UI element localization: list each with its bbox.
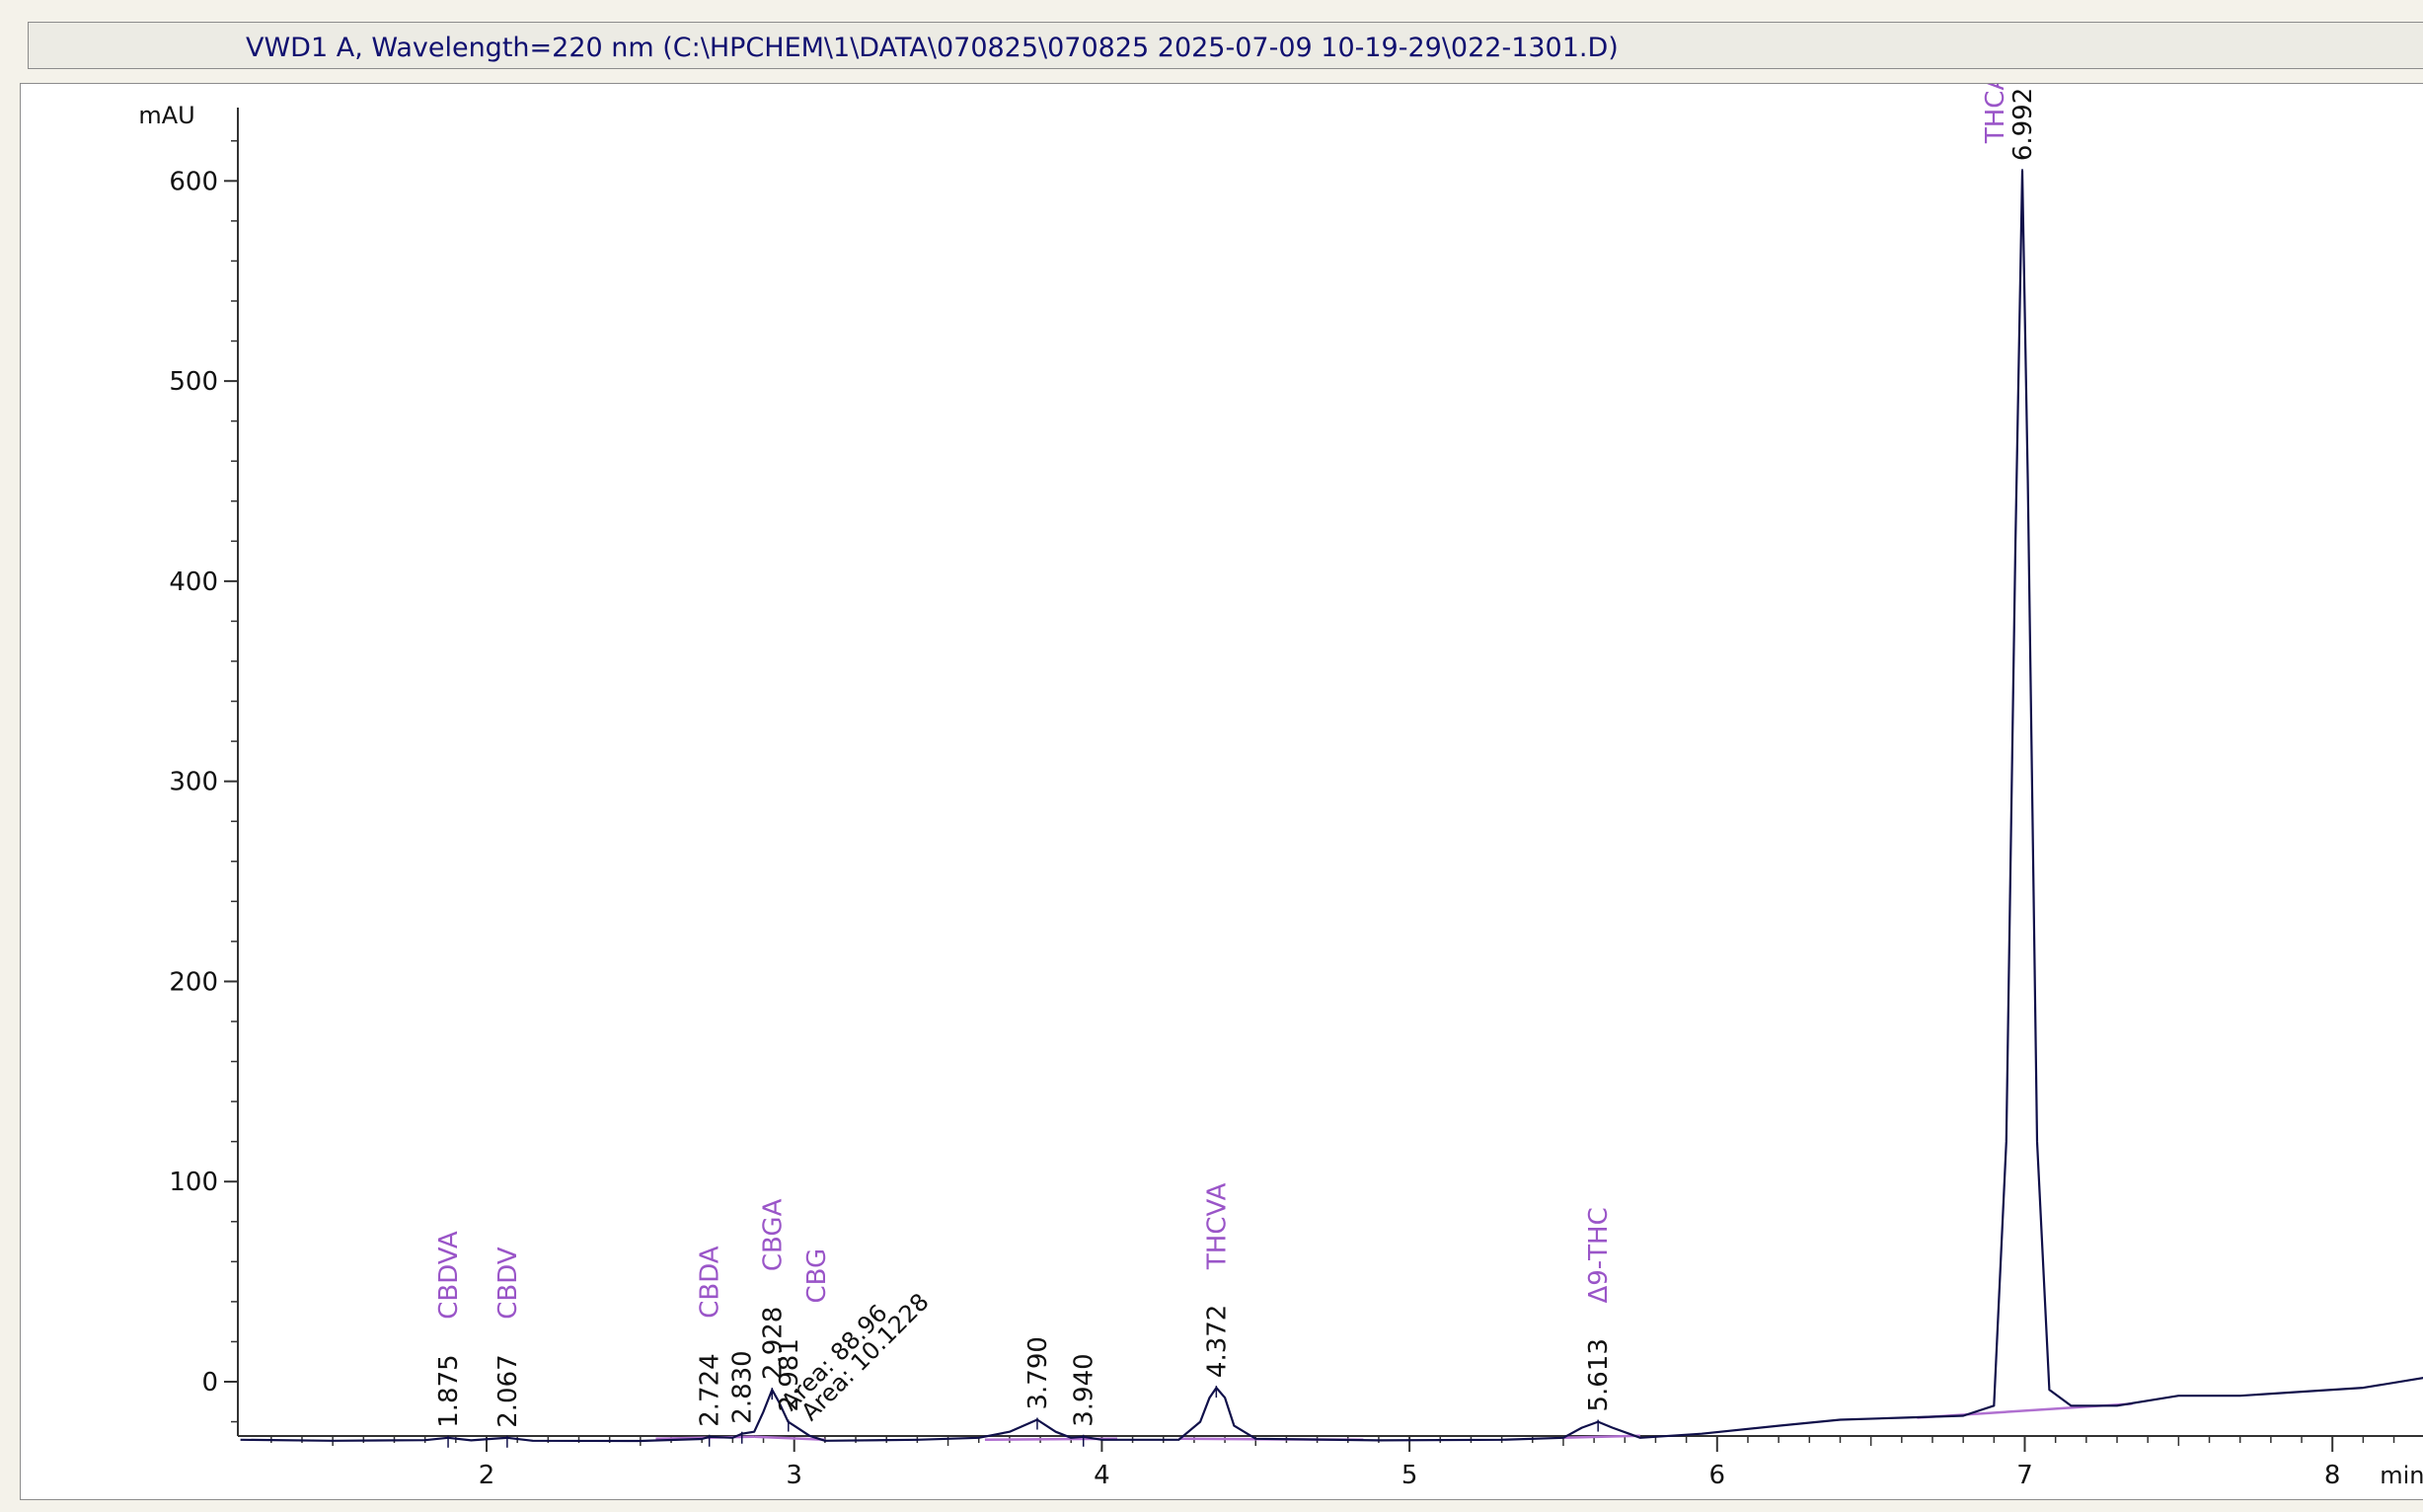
y-tick-label: 100 <box>169 1168 218 1197</box>
x-tick-label: 6 <box>1709 1461 1726 1490</box>
y-tick-label: 300 <box>169 768 218 797</box>
x-tick-label: 3 <box>786 1461 802 1490</box>
peak-compound-name: CBDA <box>696 1246 725 1319</box>
peak-compound-name: CBDVA <box>434 1231 464 1320</box>
peak-retention-time: 2.724 <box>696 1353 725 1426</box>
peak-retention-time: 5.613 <box>1584 1338 1614 1411</box>
integration-baseline <box>1562 1434 1640 1440</box>
y-tick-label: 500 <box>169 367 218 397</box>
peak-retention-time: 6.992 <box>2008 88 2038 161</box>
peak-retention-time: 2.067 <box>493 1354 523 1427</box>
x-tick-label: 5 <box>1401 1461 1418 1490</box>
x-tick-label: 8 <box>2324 1461 2341 1490</box>
signal-title: VWD1 A, Wavelength=220 nm (C:\HPCHEM\1\D… <box>246 33 1619 63</box>
peak-compound-name: CBGA <box>758 1198 788 1271</box>
peak-compound-name: THCVA <box>1202 1182 1232 1270</box>
peak-retention-time: 2.830 <box>728 1350 758 1423</box>
y-axis-unit-label: mAU <box>138 102 194 129</box>
signal-trace <box>240 170 2423 1443</box>
x-tick-label: 4 <box>1094 1461 1110 1490</box>
x-tick-label: 7 <box>2016 1461 2033 1490</box>
peak-retention-time: 3.790 <box>1023 1336 1053 1409</box>
peak-compound-name: CBDV <box>493 1247 523 1320</box>
y-tick-label: 0 <box>201 1368 218 1398</box>
peak-retention-time: 2.928 <box>758 1307 788 1380</box>
x-axis-unit-label: min <box>2380 1462 2423 1489</box>
chromatogram-chart: 0 100 200 300 400 500 600 mAU 2 3 4 5 6 7 8 min 1.875 CBD… <box>138 84 2423 1490</box>
y-tick-label: 200 <box>169 967 218 997</box>
peak-retention-time: 2.981 <box>775 1338 804 1411</box>
x-tick-label: 2 <box>479 1461 495 1490</box>
peak-compound-name: Δ9-THC <box>1584 1207 1614 1303</box>
peak-retention-time: 1.875 <box>434 1354 464 1427</box>
integration-baseline <box>754 1435 825 1442</box>
y-tick-label: 600 <box>169 167 218 196</box>
peak-retention-time: 3.940 <box>1070 1353 1099 1426</box>
peak-compound-name: CBG <box>802 1248 832 1304</box>
y-tick-label: 400 <box>169 567 218 597</box>
signal-title-bar: VWD1 A, Wavelength=220 nm (C:\HPCHEM\1\D… <box>28 22 2423 69</box>
plot-panel: 0 100 200 300 400 500 600 mAU 2 3 4 5 6 7 8 min 1.875 CBD… <box>20 83 2423 1500</box>
peak-compound-name: THCA <box>1981 84 2010 144</box>
peak-retention-time: 4.372 <box>1202 1305 1232 1378</box>
